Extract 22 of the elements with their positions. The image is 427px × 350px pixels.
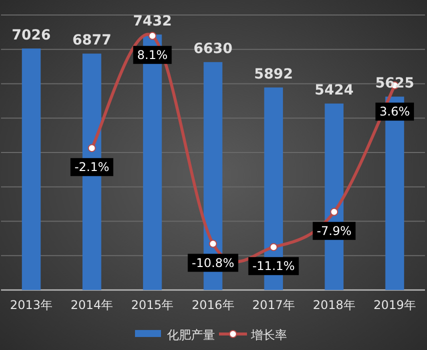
data-label: 3.6% (379, 104, 410, 119)
x-tick-label: 2014年 (70, 298, 114, 312)
x-tick-label: 2018年 (312, 298, 356, 312)
x-tick-label: 2017年 (252, 298, 295, 312)
data-label: -7.9% (316, 224, 352, 238)
legend-label: 增长率 (250, 328, 287, 342)
data-label: -2.1% (74, 160, 110, 174)
data-label: 5424 (314, 82, 354, 99)
data-label: -10.8% (192, 256, 234, 270)
data-label: 7026 (12, 27, 51, 44)
data-label: 7432 (132, 14, 172, 30)
x-tick-label: 2016年 (192, 298, 234, 312)
x-tick-label: 2019年 (373, 298, 416, 312)
data-label: 8.1% (137, 48, 168, 62)
data-label: 6630 (194, 41, 233, 58)
data-label: 5625 (375, 76, 414, 92)
x-tick-label: 2015年 (131, 298, 174, 312)
x-tick-label: 2013年 (10, 298, 53, 312)
data-label: -11.1% (252, 259, 295, 274)
legend-label: 化肥产量 (167, 328, 215, 342)
data-label: 6877 (72, 32, 112, 49)
data-label: 5892 (254, 66, 294, 82)
